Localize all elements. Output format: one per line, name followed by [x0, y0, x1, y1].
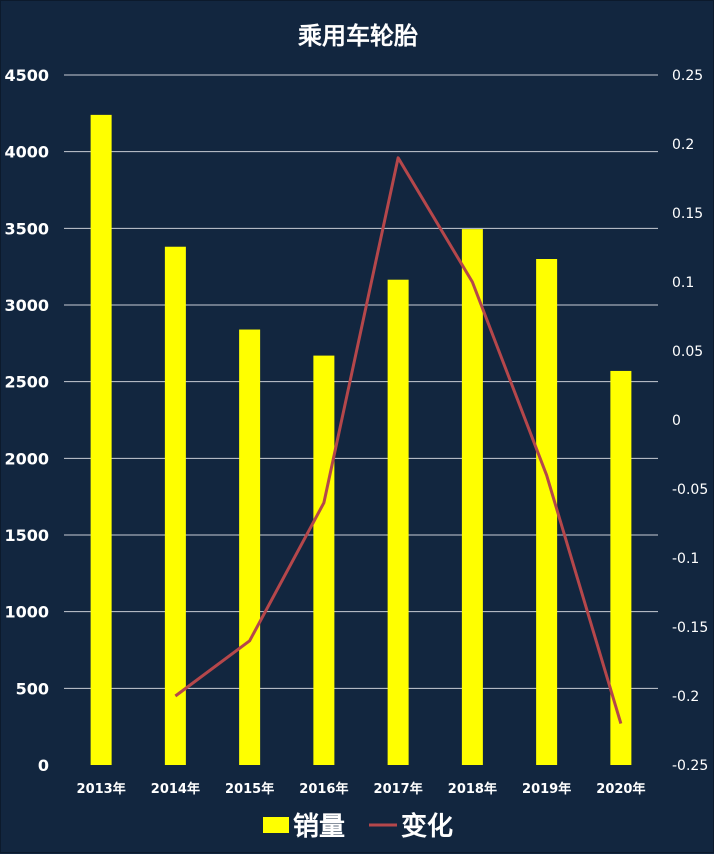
y-tick-label-left: 3000 [4, 296, 49, 315]
y-tick-label-right: 0.15 [672, 206, 703, 222]
bar-2020年 [610, 371, 631, 765]
x-tick-label: 2019年 [522, 781, 571, 797]
y-tick-label-right: -0.05 [672, 482, 708, 498]
y-tick-label-left: 4500 [4, 66, 49, 85]
grid-lines [64, 75, 658, 688]
x-axis-ticks: 2013年 2014年 2015年 2016年 2017年 2018年 2019年 2020年 [77, 781, 646, 797]
y-tick-label-right: 0.1 [672, 275, 694, 291]
y-tick-label-left: 1500 [4, 526, 49, 545]
x-tick-label: 2015年 [225, 781, 274, 797]
bar-2014年 [165, 247, 186, 765]
y-tick-label-right: -0.25 [672, 758, 708, 774]
y-tick-label-left: 1000 [4, 603, 49, 622]
legend: 销量 变化 [263, 811, 453, 842]
x-tick-label: 2013年 [77, 781, 126, 797]
y-tick-label-left: 500 [16, 679, 49, 698]
y-tick-label-right: -0.1 [672, 551, 699, 567]
y-tick-label-left: 4000 [4, 143, 49, 162]
bar-2019年 [536, 259, 557, 765]
x-tick-label: 2014年 [151, 781, 200, 797]
bar-2015年 [239, 330, 260, 765]
y-tick-label-right: 0.2 [672, 137, 694, 153]
chart-title: 乘用车轮胎 [297, 22, 418, 50]
x-tick-label: 2020年 [596, 781, 645, 797]
legend-swatch-bar [263, 817, 289, 833]
y-tick-label-right: -0.2 [672, 689, 699, 705]
bar-2017年 [388, 280, 409, 765]
y-tick-label-right: 0 [672, 413, 681, 429]
bar-2013年 [91, 115, 112, 765]
y-tick-label-left: 3500 [4, 219, 49, 238]
x-tick-label: 2017年 [374, 781, 423, 797]
y-tick-label-left: 0 [38, 756, 49, 775]
bar-series [91, 115, 632, 765]
y-tick-label-left: 2500 [4, 373, 49, 392]
y-tick-label-right: -0.15 [672, 620, 708, 636]
left-axis-ticks: 0 500 1000 1500 2000 2500 3000 3500 4000 4500 [4, 66, 49, 775]
legend-label-line: 变化 [401, 811, 453, 842]
y-tick-label-left: 2000 [4, 449, 49, 468]
bar-2018年 [462, 229, 483, 765]
legend-label-bar: 销量 [293, 812, 345, 842]
bar-2016年 [313, 356, 334, 765]
right-axis-ticks: -0.25 -0.2 -0.15 -0.1 -0.05 0 0.05 0.1 0.15 0.2 0.… [672, 68, 708, 774]
x-tick-label: 2016年 [299, 781, 348, 797]
y-tick-label-right: 0.05 [672, 344, 703, 360]
x-tick-label: 2018年 [448, 781, 497, 797]
y-tick-label-right: 0.25 [672, 68, 703, 84]
